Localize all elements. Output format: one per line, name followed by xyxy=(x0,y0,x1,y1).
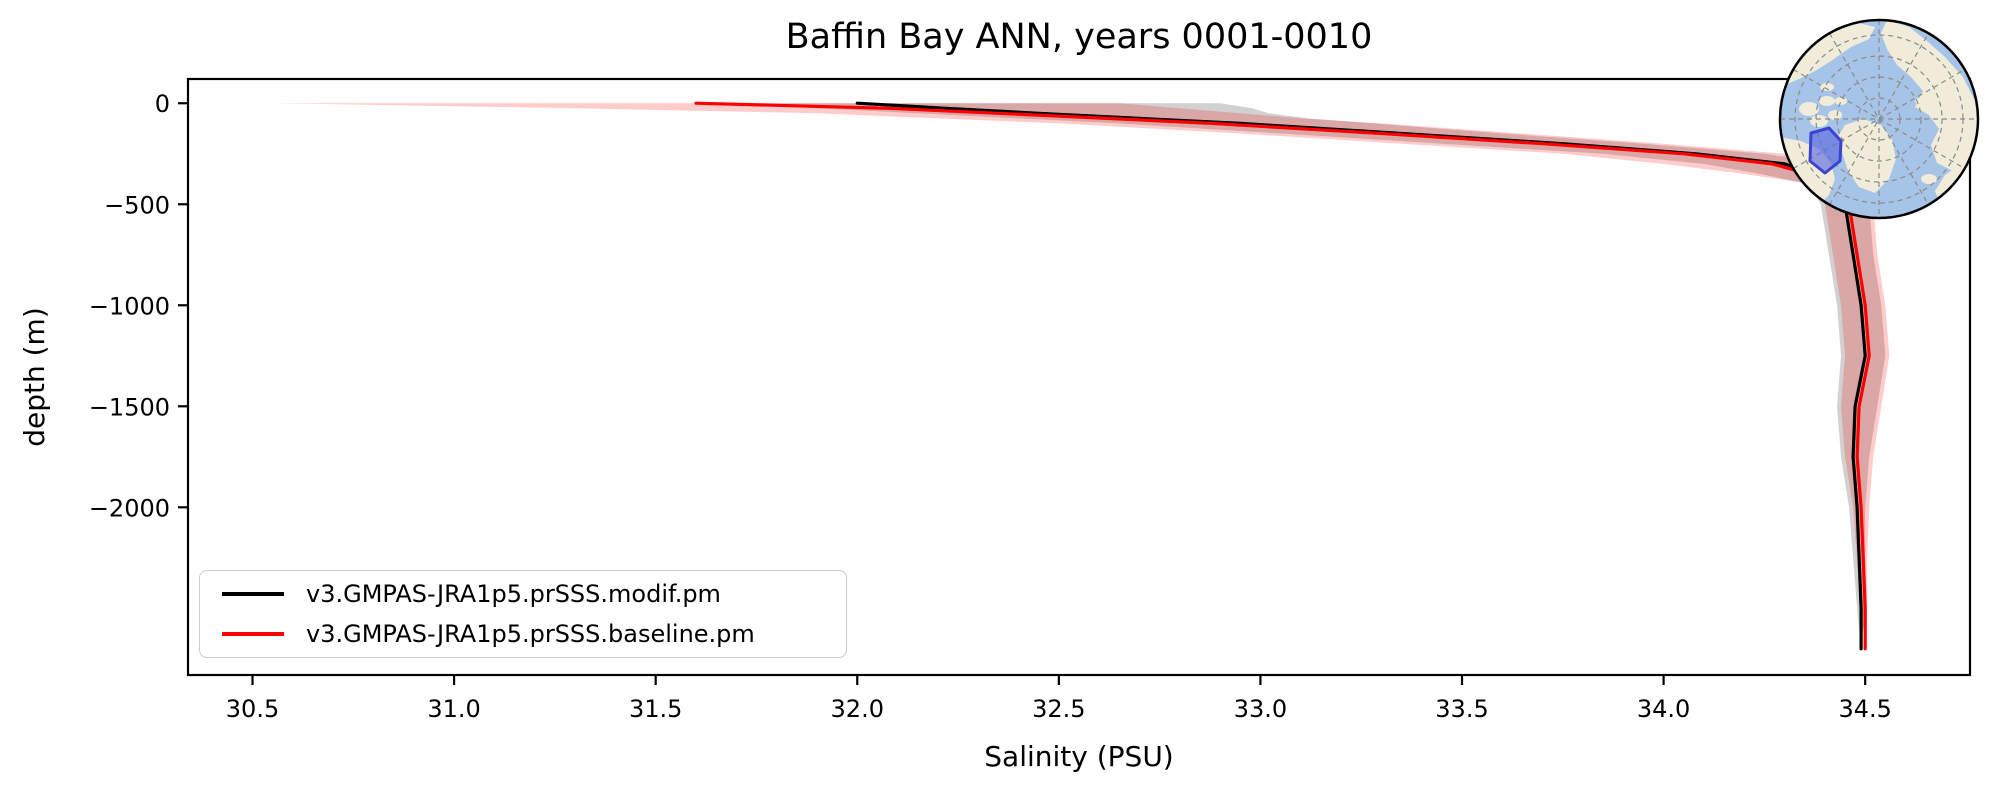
land-svalbard xyxy=(1922,106,1928,110)
y-tick-label: −500 xyxy=(104,191,170,219)
y-axis-label: depth (m) xyxy=(18,307,51,447)
legend-box: v3.GMPAS-JRA1p5.prSSS.modif.pm v3.GMPAS-… xyxy=(199,570,847,658)
line-series-1 xyxy=(694,101,1871,651)
y-tick-label: 0 xyxy=(155,90,170,118)
land-island xyxy=(1835,97,1847,105)
axis-ticks: 30.5 31.0 31.5 32.0 32.5 33.0 33.5 34.0 34.5 0 −50… xyxy=(89,90,1892,723)
x-tick-label: 33.5 xyxy=(1435,695,1488,723)
line-series-0 xyxy=(855,101,1867,651)
x-tick-label: 32.5 xyxy=(1032,695,1085,723)
x-tick-label: 34.5 xyxy=(1838,695,1891,723)
land-iceland xyxy=(1921,174,1937,184)
y-tick-label: −1000 xyxy=(89,292,170,320)
chart-title: Baffin Bay ANN, years 0001-0010 xyxy=(786,17,1373,57)
legend-line-swatch-black xyxy=(222,592,284,596)
land-island xyxy=(1810,115,1828,127)
land-eurasia xyxy=(1881,20,1978,175)
band-series-0 xyxy=(696,103,1886,649)
profile-lines xyxy=(694,101,1871,651)
band-series-1 xyxy=(272,103,1890,649)
axes-spines xyxy=(186,77,1972,677)
axis-text: Baffin Bay ANN, years 0001-0010 Salinity… xyxy=(18,17,1372,773)
x-tick-label: 33.0 xyxy=(1234,695,1287,723)
legend-label: v3.GMPAS-JRA1p5.prSSS.modif.pm xyxy=(306,580,721,608)
x-tick-label: 34.0 xyxy=(1637,695,1690,723)
x-tick-label: 31.0 xyxy=(427,695,480,723)
y-tick-label: −2000 xyxy=(89,494,170,522)
land-island xyxy=(1799,102,1819,116)
land-svalbard xyxy=(1915,98,1923,104)
inset-border-circle xyxy=(1778,18,1980,220)
x-tick-label: 32.0 xyxy=(831,695,884,723)
legend-item: v3.GMPAS-JRA1p5.prSSS.baseline.pm xyxy=(210,617,836,651)
land-greenland xyxy=(1839,119,1896,193)
land-island xyxy=(1819,96,1835,106)
uncertainty-bands xyxy=(272,103,1890,649)
baffin-bay-highlight xyxy=(1808,126,1843,175)
legend-label: v3.GMPAS-JRA1p5.prSSS.baseline.pm xyxy=(306,620,755,648)
y-tick-label: −1500 xyxy=(89,393,170,421)
inset-map xyxy=(1778,18,1980,220)
land-island xyxy=(1828,110,1842,120)
inset-graticule xyxy=(1780,20,1978,218)
legend-item: v3.GMPAS-JRA1p5.prSSS.modif.pm xyxy=(210,577,836,611)
x-tick-label: 31.5 xyxy=(629,695,682,723)
legend-line-swatch-red xyxy=(222,632,284,636)
x-axis-label: Salinity (PSU) xyxy=(984,740,1173,773)
land-alaska-siberia xyxy=(1780,22,1875,99)
axes-frame xyxy=(186,77,1972,677)
x-tick-label: 30.5 xyxy=(226,695,279,723)
